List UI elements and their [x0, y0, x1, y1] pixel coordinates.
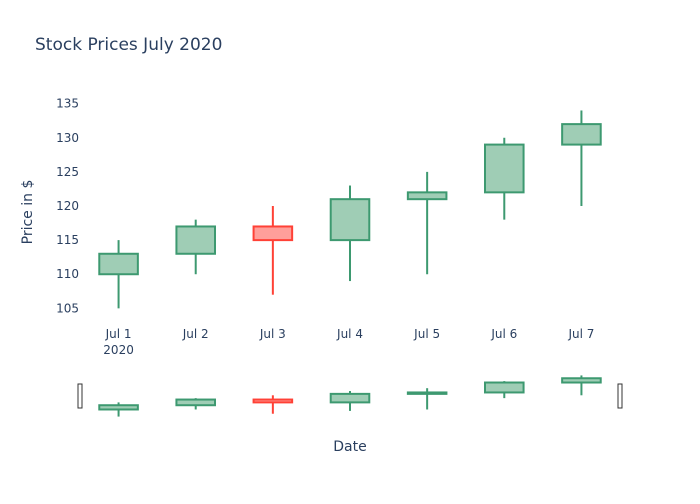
x-axis-ticks: Jul 1 Jul 2 Jul 3 Jul 4 Jul 5 Jul 6 Jul 7 2020 [103, 327, 594, 357]
y-tick-label: 120 [56, 199, 79, 213]
x-tick-label: Jul 7 [567, 327, 594, 341]
x-tick-label: Jul 1 [105, 327, 132, 341]
candle [329, 185, 371, 282]
x-tick-label: Jul 3 [259, 327, 286, 341]
range-slider[interactable] [77, 374, 623, 418]
candle-body-mini [561, 377, 602, 384]
range-slider-left-handle[interactable] [77, 383, 83, 409]
x-tick-label: Jul 4 [336, 327, 363, 341]
candle-body [98, 252, 139, 276]
candle [406, 171, 448, 275]
candle-body [561, 123, 602, 146]
candle-body-mini [484, 381, 525, 394]
candle-mini [98, 402, 139, 417]
candle [98, 240, 139, 309]
x-axis-title: Date [333, 439, 366, 455]
candle-body [484, 143, 525, 194]
candle-body [252, 225, 294, 242]
y-tick-label: 135 [56, 97, 79, 111]
x-tick-label: Jul 6 [490, 327, 517, 341]
candle-body-mini [252, 398, 294, 404]
candle-mini [561, 375, 602, 396]
x-tick-label: Jul 5 [413, 327, 440, 341]
range-slider-right-handle[interactable] [617, 383, 623, 409]
y-tick-label: 130 [56, 131, 79, 145]
candle-mini [175, 398, 217, 410]
candle-mini [484, 381, 525, 399]
x-tick-label: Jul 2 [182, 327, 209, 341]
y-tick-label: 115 [56, 233, 79, 247]
x-tick-year-label: 2020 [103, 343, 134, 357]
y-axis-title: Price in $ [20, 180, 36, 245]
candle-body [175, 225, 217, 255]
candle-body [406, 191, 448, 201]
candle [561, 110, 602, 206]
candle-body-mini [98, 404, 139, 411]
y-tick-label: 110 [56, 267, 79, 281]
candle [175, 219, 217, 275]
y-tick-label: 105 [56, 301, 79, 315]
candle-body-mini [329, 392, 371, 404]
y-tick-label: 125 [56, 165, 79, 179]
candle-mini [406, 388, 448, 410]
candle-body-mini [406, 391, 448, 395]
main-plot-area [98, 110, 602, 309]
candle-mini [252, 395, 294, 414]
candle-mini [329, 391, 371, 411]
candle [252, 206, 294, 295]
candle [484, 137, 525, 220]
candle-body [329, 198, 371, 242]
y-axis-ticks: 105 110 115 120 125 130 135 [56, 97, 79, 316]
chart-title: Stock Prices July 2020 [35, 35, 222, 55]
candle-body-mini [175, 398, 217, 407]
